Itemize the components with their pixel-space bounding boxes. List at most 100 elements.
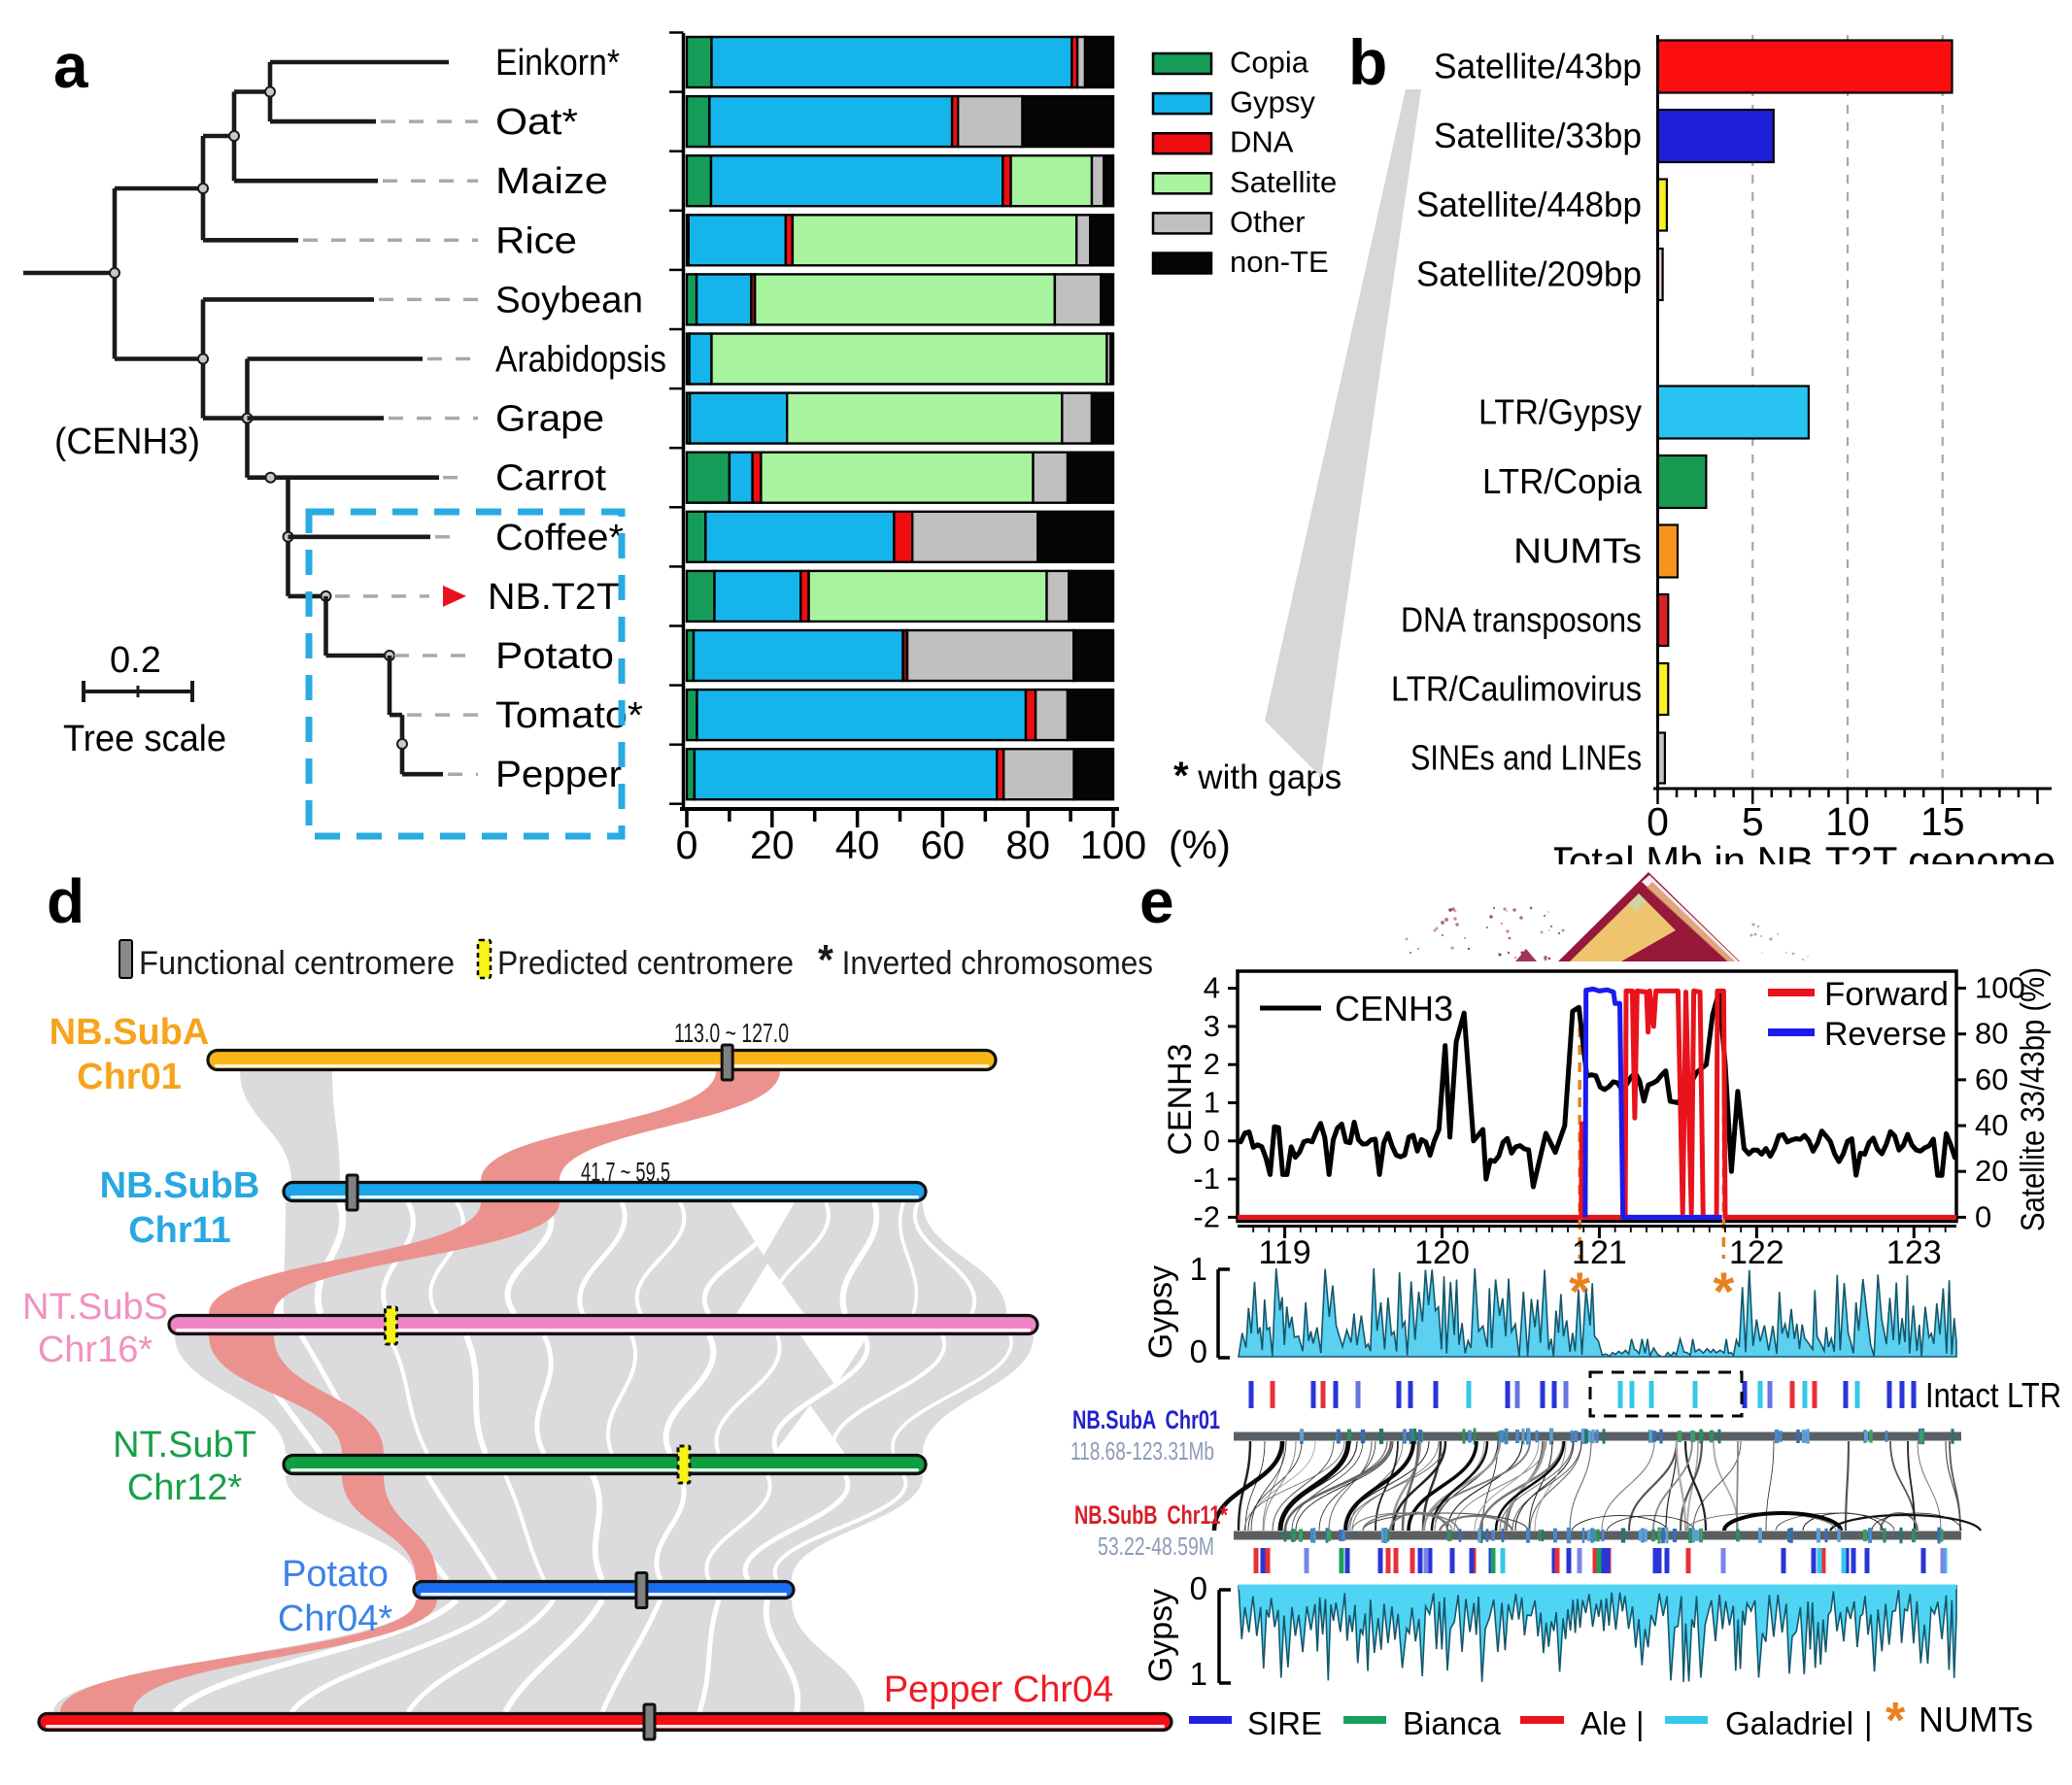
svg-text:100: 100 <box>1080 823 1146 867</box>
svg-text:0: 0 <box>1975 1199 1991 1233</box>
svg-text:e: e <box>1139 866 1174 936</box>
svg-text:|: | <box>1636 1705 1645 1741</box>
svg-text:Predicted centromere: Predicted centromere <box>497 945 794 982</box>
svg-text:80: 80 <box>1975 1017 2008 1051</box>
svg-text:Pepper Chr04: Pepper Chr04 <box>884 1669 1114 1710</box>
svg-text:NT.SubS: NT.SubS <box>22 1287 168 1328</box>
svg-text:SINEs and LINEs: SINEs and LINEs <box>1410 738 1642 778</box>
svg-text:Satellite/448bp: Satellite/448bp <box>1416 185 1642 224</box>
svg-text:1: 1 <box>1190 1656 1207 1692</box>
svg-text:80: 80 <box>1005 823 1050 867</box>
svg-text:Oat*: Oat* <box>495 102 578 143</box>
svg-text:113.0 ~ 127.0: 113.0 ~ 127.0 <box>674 1018 789 1048</box>
svg-text:NUMTs: NUMTs <box>1513 531 1642 571</box>
svg-text:Satellite/33bp: Satellite/33bp <box>1434 116 1642 155</box>
svg-text:NB.SubB Chr11*: NB.SubB Chr11* <box>1074 1500 1228 1530</box>
svg-text:LTR/Gypsy: LTR/Gypsy <box>1478 392 1642 432</box>
svg-text:122: 122 <box>1729 1234 1784 1271</box>
svg-text:Reverse: Reverse <box>1824 1016 1947 1053</box>
svg-text:0: 0 <box>1190 1333 1207 1369</box>
svg-text:Rice: Rice <box>495 220 577 261</box>
svg-text:60: 60 <box>1975 1062 2008 1096</box>
svg-text:Copia: Copia <box>1230 46 1309 80</box>
svg-text:Intact LTR: Intact LTR <box>1925 1375 2061 1415</box>
svg-text:Forward: Forward <box>1824 976 1949 1013</box>
svg-text:CENH3: CENH3 <box>1335 989 1453 1028</box>
svg-text:Gypsy: Gypsy <box>1142 1589 1179 1682</box>
svg-text:Chr12*: Chr12* <box>127 1467 242 1508</box>
svg-text:0: 0 <box>1190 1570 1207 1606</box>
svg-text:41.7 ~ 59.5: 41.7 ~ 59.5 <box>581 1157 670 1187</box>
svg-text:Ale: Ale <box>1580 1705 1627 1741</box>
svg-text:15: 15 <box>1920 799 1965 844</box>
svg-text:Coffee*: Coffee* <box>495 518 624 558</box>
svg-text:(CENH3): (CENH3) <box>54 421 200 462</box>
svg-text:NUMTs: NUMTs <box>1919 1700 2033 1739</box>
svg-text:Maize: Maize <box>495 161 608 202</box>
svg-text:non-TE: non-TE <box>1230 245 1329 279</box>
svg-text:Tree scale: Tree scale <box>63 719 226 759</box>
svg-text:40: 40 <box>1975 1108 2008 1142</box>
svg-text:20: 20 <box>1975 1154 2008 1188</box>
svg-text:NB.SubA Chr01: NB.SubA Chr01 <box>1072 1405 1220 1434</box>
svg-text:LTR/Caulimovirus: LTR/Caulimovirus <box>1391 669 1642 709</box>
svg-text:-2: -2 <box>1193 1199 1220 1233</box>
svg-text:4: 4 <box>1204 971 1220 1005</box>
svg-text:Chr11: Chr11 <box>128 1210 231 1251</box>
svg-text:119: 119 <box>1258 1234 1310 1271</box>
svg-text:CENH3: CENH3 <box>1162 1043 1199 1155</box>
svg-text:53.22-48.59M: 53.22-48.59M <box>1098 1532 1214 1561</box>
svg-text:Soybean: Soybean <box>495 280 643 320</box>
svg-text:NT.SubT: NT.SubT <box>113 1425 256 1465</box>
svg-text:118.68-123.31Mb: 118.68-123.31Mb <box>1070 1436 1214 1465</box>
svg-text:Einkorn*: Einkorn* <box>495 43 620 84</box>
svg-text:Satellite/209bp: Satellite/209bp <box>1416 254 1642 294</box>
svg-text:0.2: 0.2 <box>110 640 161 681</box>
svg-text:a: a <box>53 31 88 101</box>
svg-text:Satellite: Satellite <box>1230 165 1337 199</box>
svg-text:* Inverted chromosomes: * Inverted chromosomes <box>818 936 1153 984</box>
svg-text:0: 0 <box>676 823 698 867</box>
svg-text:Satellite/43bp: Satellite/43bp <box>1434 47 1642 86</box>
svg-text:2: 2 <box>1204 1047 1220 1081</box>
svg-text:*: * <box>1713 1261 1734 1322</box>
svg-text:60: 60 <box>921 823 966 867</box>
svg-text:Satellite 33/43bp (%): Satellite 33/43bp (%) <box>2015 967 2052 1231</box>
svg-text:Bianca: Bianca <box>1403 1705 1502 1741</box>
svg-text:10: 10 <box>1825 799 1870 844</box>
svg-text:Other: Other <box>1230 205 1306 239</box>
svg-text:Carrot: Carrot <box>495 458 606 499</box>
svg-text:Gypsy: Gypsy <box>1230 85 1315 119</box>
svg-text:Total Mb in NB.T2T genome: Total Mb in NB.T2T genome <box>1548 838 2055 884</box>
svg-text:NB.T2T: NB.T2T <box>488 577 620 618</box>
svg-text:Potato: Potato <box>495 636 614 677</box>
svg-text:100: 100 <box>1975 971 2025 1005</box>
svg-text:NB.SubB: NB.SubB <box>100 1165 260 1206</box>
svg-text:b: b <box>1348 26 1387 98</box>
svg-text:0: 0 <box>1647 799 1669 844</box>
svg-text:1: 1 <box>1190 1251 1207 1287</box>
svg-text:d: d <box>47 866 85 936</box>
svg-text:3: 3 <box>1204 1009 1220 1043</box>
svg-text:0: 0 <box>1204 1124 1220 1158</box>
svg-text:|: | <box>1864 1705 1873 1741</box>
svg-text:123: 123 <box>1886 1234 1942 1271</box>
svg-text:(%): (%) <box>1169 823 1231 867</box>
svg-text:120: 120 <box>1414 1234 1470 1271</box>
svg-text:NB.SubA: NB.SubA <box>50 1012 210 1053</box>
svg-text:20: 20 <box>750 823 795 867</box>
svg-text:1: 1 <box>1204 1086 1220 1120</box>
svg-text:*: * <box>1885 1693 1906 1749</box>
svg-text:Galadriel: Galadriel <box>1725 1705 1853 1741</box>
svg-text:DNA: DNA <box>1230 125 1294 159</box>
svg-text:Potato: Potato <box>282 1554 389 1595</box>
svg-text:DNA transposons: DNA transposons <box>1401 600 1642 640</box>
svg-text:121: 121 <box>1572 1234 1627 1271</box>
svg-text:Gypsy: Gypsy <box>1142 1265 1179 1359</box>
svg-text:Functional centromere: Functional centromere <box>139 945 455 982</box>
svg-text:5: 5 <box>1742 799 1764 844</box>
svg-text:Grape: Grape <box>495 399 604 440</box>
svg-text:Pepper: Pepper <box>495 755 622 795</box>
svg-text:LTR/Copia: LTR/Copia <box>1482 461 1643 501</box>
svg-text:40: 40 <box>835 823 880 867</box>
